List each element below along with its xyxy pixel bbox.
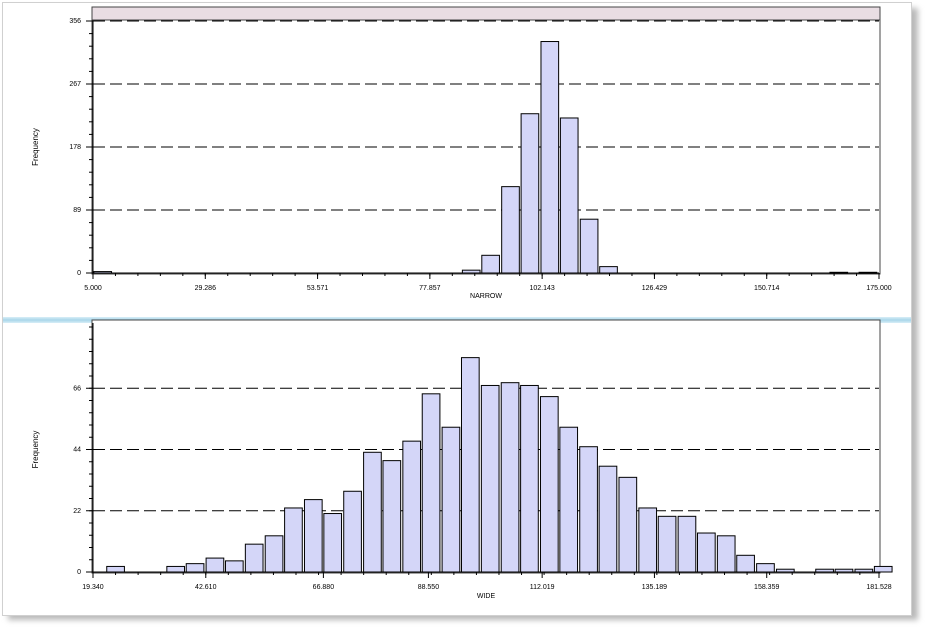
chart2-bar	[303, 499, 323, 573]
chart2-bar	[716, 535, 736, 573]
chart1-x-tick-label: 150.714	[754, 285, 779, 292]
chart2-y-tick-label: 44	[73, 447, 81, 454]
chart2-bar	[480, 384, 500, 573]
chart2-bar	[598, 465, 618, 573]
chart2-bar	[559, 426, 579, 573]
chart1-y-label: Frequency	[31, 128, 40, 166]
chart2-x-tick-label: 66.880	[313, 584, 335, 591]
chart2-bar	[775, 568, 795, 573]
chart1-x-tick-label: 102.143	[529, 285, 554, 292]
chart2-bar	[873, 565, 893, 573]
chart2-bar	[618, 476, 638, 573]
chart1-x-tick-label: 175.000	[866, 285, 891, 292]
chart2-bar	[166, 565, 186, 573]
chart2-bar	[185, 563, 205, 573]
chart2-bar	[264, 535, 284, 573]
chart2-bar	[736, 554, 755, 573]
chart1-y-tick-label: 0	[77, 270, 81, 277]
chart2-bar	[284, 507, 303, 573]
chart1-y-tick-label: 178	[69, 144, 81, 151]
chart2-bar	[834, 568, 854, 573]
chart2-bar	[421, 393, 441, 573]
chart2-bar	[657, 515, 677, 573]
chart1-y-tick-label: 89	[73, 207, 81, 214]
chart2-x-tick-label: 88.550	[418, 584, 440, 591]
chart2-bar	[323, 513, 343, 573]
chart2-bar	[677, 515, 697, 573]
chart2-bar	[402, 440, 422, 573]
chart2-y-tick-label: 0	[77, 569, 81, 576]
chart2-bar	[205, 557, 225, 573]
chart2-x-tick-label: 112.019	[530, 584, 555, 591]
chart2-bar	[579, 446, 598, 573]
chart2-bar	[343, 490, 362, 573]
chart1-bar	[829, 271, 849, 274]
chart2-bar	[520, 384, 539, 573]
chart2-x-tick-label: 42.610	[195, 584, 217, 591]
chart1-bar	[481, 254, 500, 274]
chart1-bar	[559, 117, 579, 274]
chart1-y-tick-label: 267	[69, 81, 81, 88]
chart2-bar	[756, 563, 775, 573]
chart1-bar	[93, 271, 113, 274]
chart1-x-tick-label: 77.857	[419, 285, 441, 292]
chart2-y-label: Frequency	[31, 431, 40, 469]
chart2-bar	[539, 396, 559, 573]
chart2-y-tick-label: 22	[73, 508, 81, 515]
chart1-title-bar	[91, 6, 881, 21]
chart2-x-tick-label: 135.189	[642, 584, 667, 591]
chart2-bar	[224, 560, 244, 573]
chart1-x-tick-label: 53.571	[307, 285, 329, 292]
chart1-x-tick-label: 5.000	[84, 285, 102, 292]
chart2-bar	[382, 460, 402, 573]
chart1-bar	[858, 271, 878, 274]
chart1-bar	[540, 41, 560, 274]
chart2-x-tick-label: 181.528	[866, 584, 891, 591]
chart2-y-tick-label: 66	[73, 385, 81, 392]
chart1-bar	[461, 269, 481, 274]
chart2-bar	[106, 565, 125, 573]
chart1-y-tick-label: 356	[69, 18, 81, 25]
chart1-bar	[599, 266, 618, 274]
chart1-x-tick-label: 126.429	[642, 285, 667, 292]
chart2-bar	[460, 357, 480, 573]
chart2-bar	[363, 451, 382, 573]
chart2-bar	[697, 532, 716, 573]
chart2-bar	[854, 568, 874, 573]
chart1-bar	[520, 113, 540, 274]
chart2-bar	[244, 543, 264, 573]
chart2-x-tick-label: 158.359	[754, 584, 779, 591]
chart1-bar	[501, 186, 520, 274]
chart1-x-tick-label: 29.286	[195, 285, 217, 292]
chart2-x-label: WIDE	[477, 593, 496, 600]
chart2-bar	[441, 426, 461, 573]
chart2-bar	[815, 568, 834, 573]
chart1-bar	[579, 218, 599, 274]
chart1-x-label: NARROW	[470, 293, 502, 300]
chart2-bar	[638, 507, 658, 573]
chart2-bar	[500, 382, 520, 573]
chart2-x-tick-label: 19.340	[82, 584, 104, 591]
